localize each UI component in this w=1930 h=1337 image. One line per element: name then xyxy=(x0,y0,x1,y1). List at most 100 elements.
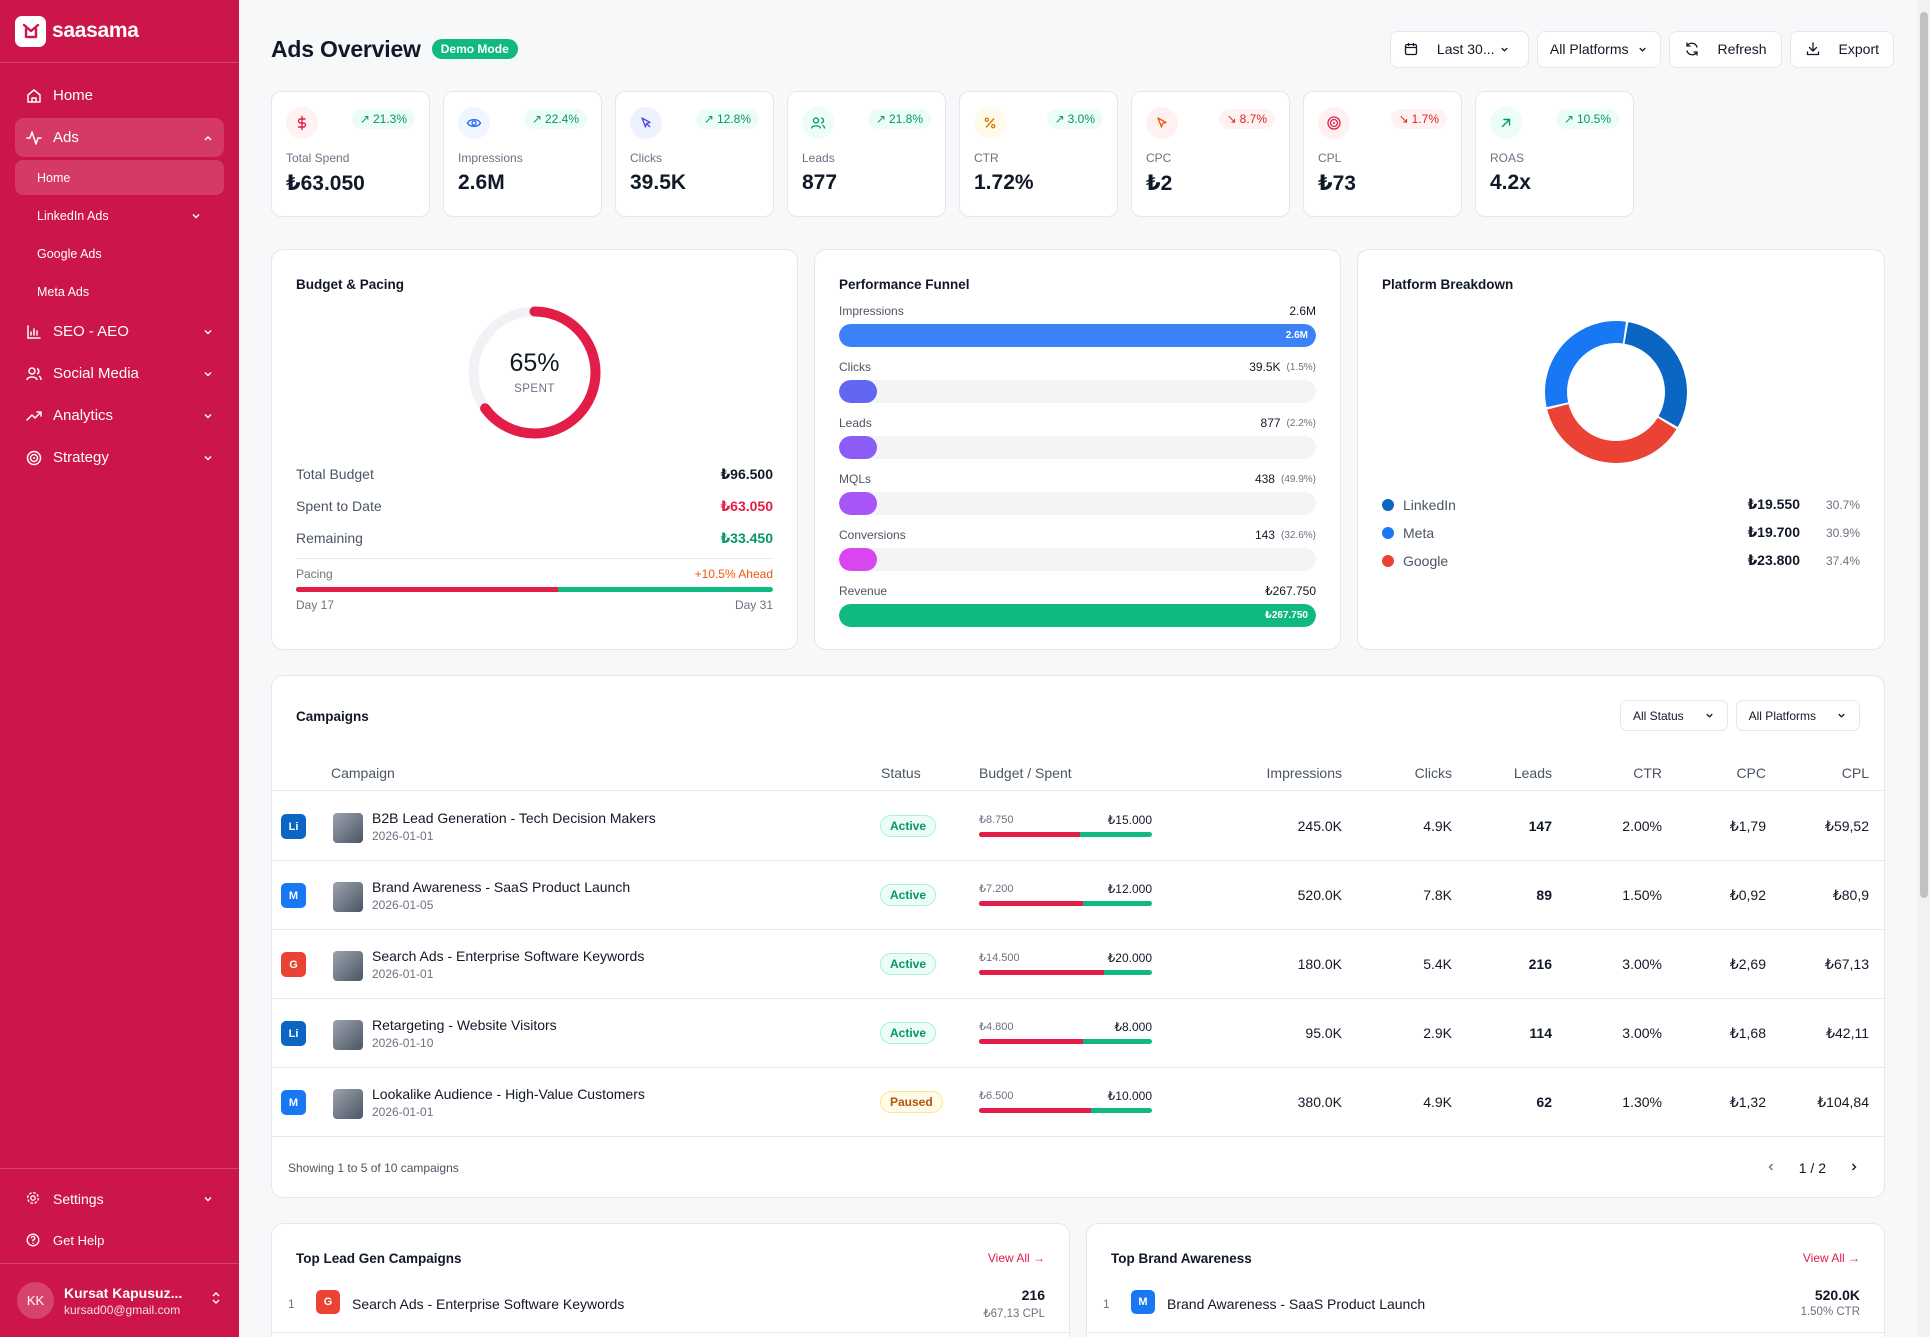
campaign-date: 2026-01-01 xyxy=(372,967,434,981)
nav-item-settings[interactable]: Settings xyxy=(15,1179,224,1218)
kpi-card-cpl[interactable]: ↘ 1.7% CPL ₺73 xyxy=(1303,91,1462,217)
nav-item-strategy[interactable]: Strategy xyxy=(15,438,224,477)
leads-value: 216 xyxy=(1021,1287,1045,1303)
col-cpc[interactable]: CPC xyxy=(1736,765,1766,781)
status-filter[interactable]: All Status xyxy=(1619,700,1728,731)
user-menu[interactable]: KK Kursat Kapusuz... kursad00@gmail.com xyxy=(0,1263,239,1337)
card-title: Campaigns xyxy=(296,709,369,724)
card-title: Platform Breakdown xyxy=(1382,277,1514,292)
nav-item-ads[interactable]: Ads xyxy=(15,118,224,157)
campaign-name[interactable]: Retargeting - Website Visitors xyxy=(372,1017,557,1033)
view-all-link[interactable]: View All → xyxy=(1802,1251,1860,1265)
spent-value: ₺4.800 xyxy=(979,1021,1014,1033)
nav-item-home[interactable]: Home xyxy=(15,76,224,115)
export-label: Export xyxy=(1838,41,1879,57)
day-start: Day 17 xyxy=(296,598,335,612)
kpi-card-leads[interactable]: ↗ 21.8% Leads 877 xyxy=(787,91,946,217)
leads-cell: 62 xyxy=(1536,1094,1552,1110)
campaign-name[interactable]: Brand Awareness - SaaS Product Launch xyxy=(372,879,631,895)
funnel-stage-label: Revenue xyxy=(839,584,888,598)
col-budget-spent[interactable]: Budget / Spent xyxy=(979,765,1072,781)
col-campaign[interactable]: Campaign xyxy=(331,765,395,781)
col-impressions[interactable]: Impressions xyxy=(1266,765,1342,781)
funnel-stage-value: 877 xyxy=(1260,416,1281,430)
kpi-card-ctr[interactable]: ↗ 3.0% CTR 1.72% xyxy=(959,91,1118,217)
campaign-name[interactable]: Search Ads - Enterprise Software Keyword… xyxy=(372,948,645,964)
chevrons-updown-icon xyxy=(210,1290,222,1311)
budget-progress-fill xyxy=(979,901,1083,906)
chevron-down-icon xyxy=(1638,47,1646,52)
table-row[interactable]: Li Retargeting - Website Visitors 2026-01-… xyxy=(272,999,1884,1068)
campaign-name[interactable]: Lookalike Audience - High-Value Customer… xyxy=(372,1086,645,1102)
kpi-delta: ↗ 10.5% xyxy=(1555,109,1619,129)
table-row[interactable]: Li B2B Lead Generation - Tech Decision Ma… xyxy=(272,792,1884,861)
rank: 1 xyxy=(288,1297,295,1311)
kpi-card-impressions[interactable]: ↗ 22.4% Impressions 2.6M xyxy=(443,91,602,217)
brand-logo[interactable]: saasama xyxy=(0,0,239,63)
platform-badge: M xyxy=(281,1090,306,1115)
nav-label: Home xyxy=(53,87,94,104)
sub-item-google-ads[interactable]: Google Ads xyxy=(15,236,224,271)
view-all-link[interactable]: View All → xyxy=(987,1251,1045,1265)
kpi-card-clicks[interactable]: ↗ 12.8% Clicks 39.5K xyxy=(615,91,774,217)
refresh-button[interactable]: Refresh xyxy=(1668,30,1782,68)
sub-item-ads-home[interactable]: Home xyxy=(15,160,224,195)
budget-progress-bar xyxy=(979,901,1152,906)
col-clicks[interactable]: Clicks xyxy=(1414,765,1452,781)
calendar-icon xyxy=(1404,43,1418,56)
impressions-cell: 520.0K xyxy=(1297,887,1342,903)
nav-item-help[interactable]: Get Help xyxy=(15,1221,224,1260)
ctr-cell: 2.00% xyxy=(1622,818,1662,834)
export-button[interactable]: Export xyxy=(1789,30,1894,68)
table-row[interactable]: G Search Ads - Enterprise Software Keywor… xyxy=(272,930,1884,999)
campaign-name[interactable]: Brand Awareness - SaaS Product Launch xyxy=(1167,1296,1426,1312)
budget-progress-bar xyxy=(979,1108,1152,1113)
kpi-card-total-spend[interactable]: ↗ 21.3% Total Spend ₺63.050 xyxy=(271,91,430,217)
table-row[interactable]: M Brand Awareness - SaaS Product Launch 20… xyxy=(272,861,1884,930)
platform-filter[interactable]: All Platforms xyxy=(1735,700,1860,731)
table-row[interactable]: M Lookalike Audience - High-Value Custome… xyxy=(272,1068,1884,1137)
activity-icon xyxy=(25,129,43,147)
campaign-name[interactable]: B2B Lead Generation - Tech Decision Make… xyxy=(372,810,656,826)
kpi-card-cpc[interactable]: ↘ 8.7% CPC ₺2 xyxy=(1131,91,1290,217)
prev-page-icon[interactable] xyxy=(1765,1160,1777,1176)
kpi-card-roas[interactable]: ↗ 10.5% ROAS 4.2x xyxy=(1475,91,1634,217)
col-cpl[interactable]: CPL xyxy=(1841,765,1869,781)
scrollbar-thumb[interactable] xyxy=(1920,12,1928,898)
gauge-label: SPENT xyxy=(514,383,555,395)
sub-item-meta-ads[interactable]: Meta Ads xyxy=(15,274,224,309)
campaign-name[interactable]: Search Ads - Enterprise Software Keyword… xyxy=(352,1296,625,1312)
nav-label: Get Help xyxy=(53,1233,105,1248)
user-email: kursad00@gmail.com xyxy=(64,1302,181,1317)
sub-label: Google Ads xyxy=(37,246,102,261)
funnel-stage: MQLs 438 (49.9%) xyxy=(839,471,1316,515)
donut-slice-meta[interactable] xyxy=(1545,321,1687,463)
kpi-delta: ↗ 12.8% xyxy=(695,109,759,129)
legend-value: ₺23.800 xyxy=(1747,552,1800,568)
donut-slice-google[interactable] xyxy=(1545,321,1687,463)
col-ctr[interactable]: CTR xyxy=(1633,765,1662,781)
remaining-row: Remaining ₺33.450 xyxy=(296,530,773,547)
chevron-down-icon xyxy=(202,410,214,422)
legend-item-linkedin: LinkedIn ₺19.550 30.7% xyxy=(1382,496,1860,513)
campaign-thumbnail xyxy=(333,1089,363,1119)
col-leads[interactable]: Leads xyxy=(1513,765,1552,781)
kpi-value: 4.2x xyxy=(1490,171,1531,194)
row-label: Spent to Date xyxy=(296,498,382,514)
nav-item-social[interactable]: Social Media xyxy=(15,354,224,393)
nav-item-analytics[interactable]: Analytics xyxy=(15,396,224,435)
donut-slice-linkedin[interactable] xyxy=(1545,321,1687,463)
kpi-value: ₺2 xyxy=(1146,172,1173,195)
cpc-cell: ₺0,92 xyxy=(1729,887,1766,903)
sub-item-linkedin-ads[interactable]: LinkedIn Ads xyxy=(15,198,224,233)
page-scrollbar[interactable] xyxy=(1918,0,1930,1337)
next-page-icon[interactable] xyxy=(1848,1160,1860,1176)
sidebar: saasama Home Ads Home LinkedIn Ads Googl… xyxy=(0,0,239,1337)
col-status[interactable]: Status xyxy=(881,765,921,781)
sub-label: LinkedIn Ads xyxy=(37,208,109,223)
cpl-cell: ₺67,13 xyxy=(1825,956,1869,972)
funnel-bar xyxy=(839,380,878,403)
nav-item-seo[interactable]: SEO - AEO xyxy=(15,312,224,351)
platform-select[interactable]: All Platforms xyxy=(1536,30,1661,68)
date-range-select[interactable]: Last 30... xyxy=(1389,30,1529,68)
